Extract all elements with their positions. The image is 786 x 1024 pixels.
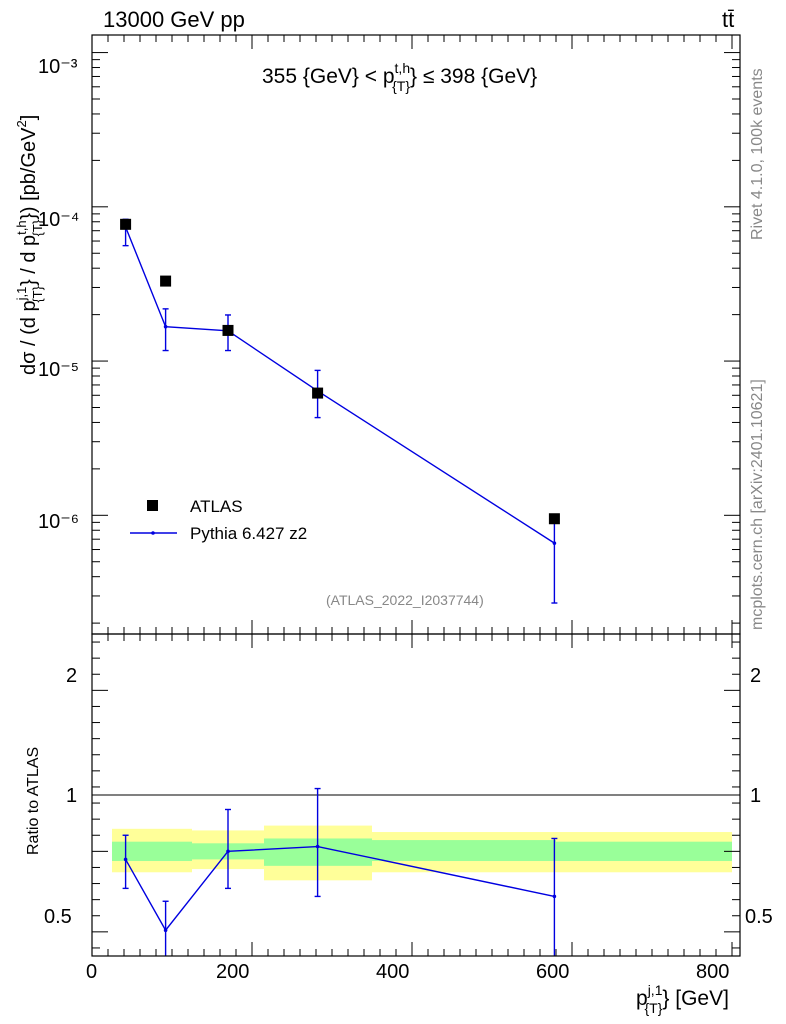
main-data-layer [120, 218, 560, 604]
xtick-label: 400 [376, 961, 409, 983]
ratio-point [123, 857, 128, 862]
ratio-band-green [140, 841, 192, 862]
pythia-point [163, 324, 168, 329]
ratio-y-axis-label: Ratio to ATLAS [25, 747, 42, 855]
ratio-point [315, 844, 320, 849]
legend-pythia-label: Pythia 6.427 z2 [190, 524, 307, 543]
legend-atlas-label: ATLAS [190, 497, 243, 516]
ratio-bands [112, 825, 732, 881]
ratio-point [226, 849, 230, 854]
rivet-version-label: Rivet 4.1.0, 100k events [749, 68, 766, 240]
ratio-point [552, 894, 557, 899]
x-axis-label: pj,1 {T}} [GeV] [636, 982, 729, 1016]
main-ytick-label: 10⁻⁶ [38, 511, 79, 533]
atlas-point [548, 513, 560, 525]
analysis-watermark: (ATLAS_2022_I2037744) [326, 592, 484, 608]
main-frame [91, 34, 741, 635]
atlas-point [222, 324, 234, 336]
legend-atlas-marker [147, 500, 158, 511]
ratio-panel: 0.5 1 2 0.5 1 2 Ratio to ATLAS 0 200 400… [25, 633, 773, 1016]
xtick-label: 600 [536, 961, 569, 983]
energy-label: 13000 GeV pp [103, 7, 245, 32]
xtick-label: 800 [696, 961, 729, 983]
xtick-label: 200 [216, 961, 249, 983]
process-label: tt̄ [722, 7, 734, 32]
ratio-ytick-label: 2 [66, 665, 77, 687]
xtick-label: 0 [86, 961, 97, 983]
ratio-data-layer [122, 787, 558, 956]
ratio-frame [91, 633, 741, 957]
main-ytick-label: 10⁻⁴ [38, 209, 79, 231]
ratio-axis-ticks [91, 634, 740, 956]
atlas-point [120, 218, 132, 230]
ratio-band-green [556, 841, 732, 862]
pythia-point [552, 541, 557, 545]
chart-title: 355 {GeV} < pt,h {T}} ≤ 398 {GeV} [262, 60, 537, 94]
main-panel: 355 {GeV} < pt,h {T}} ≤ 398 {GeV} 10⁻⁶ 10… [14, 34, 741, 635]
ratio-ytick-label-right: 1 [750, 785, 761, 807]
mcplots-label: mcplots.cern.ch [arXiv:2401.10621] [749, 379, 766, 630]
ratio-point [163, 928, 168, 933]
ratio-ytick-label: 1 [66, 785, 77, 807]
ratio-band-green [372, 840, 556, 862]
main-axis-ticks [91, 35, 740, 634]
main-ytick-label: 10⁻³ [38, 56, 78, 78]
pythia-line [124, 226, 555, 544]
main-ytick-label: 10⁻⁵ [38, 359, 79, 381]
atlas-point [160, 275, 172, 287]
legend-pythia-marker [151, 531, 155, 535]
atlas-point [312, 387, 324, 399]
legend: ATLAS Pythia 6.427 z2 [130, 497, 307, 543]
ratio-ytick-label: 0.5 [44, 906, 72, 928]
ratio-ytick-label-right: 0.5 [745, 906, 773, 928]
main-y-axis-label: dσ / (d pj,1{T}} / d pt,h{T}}) [pb/GeV2] [14, 115, 45, 375]
ratio-ytick-label-right: 2 [750, 665, 761, 687]
